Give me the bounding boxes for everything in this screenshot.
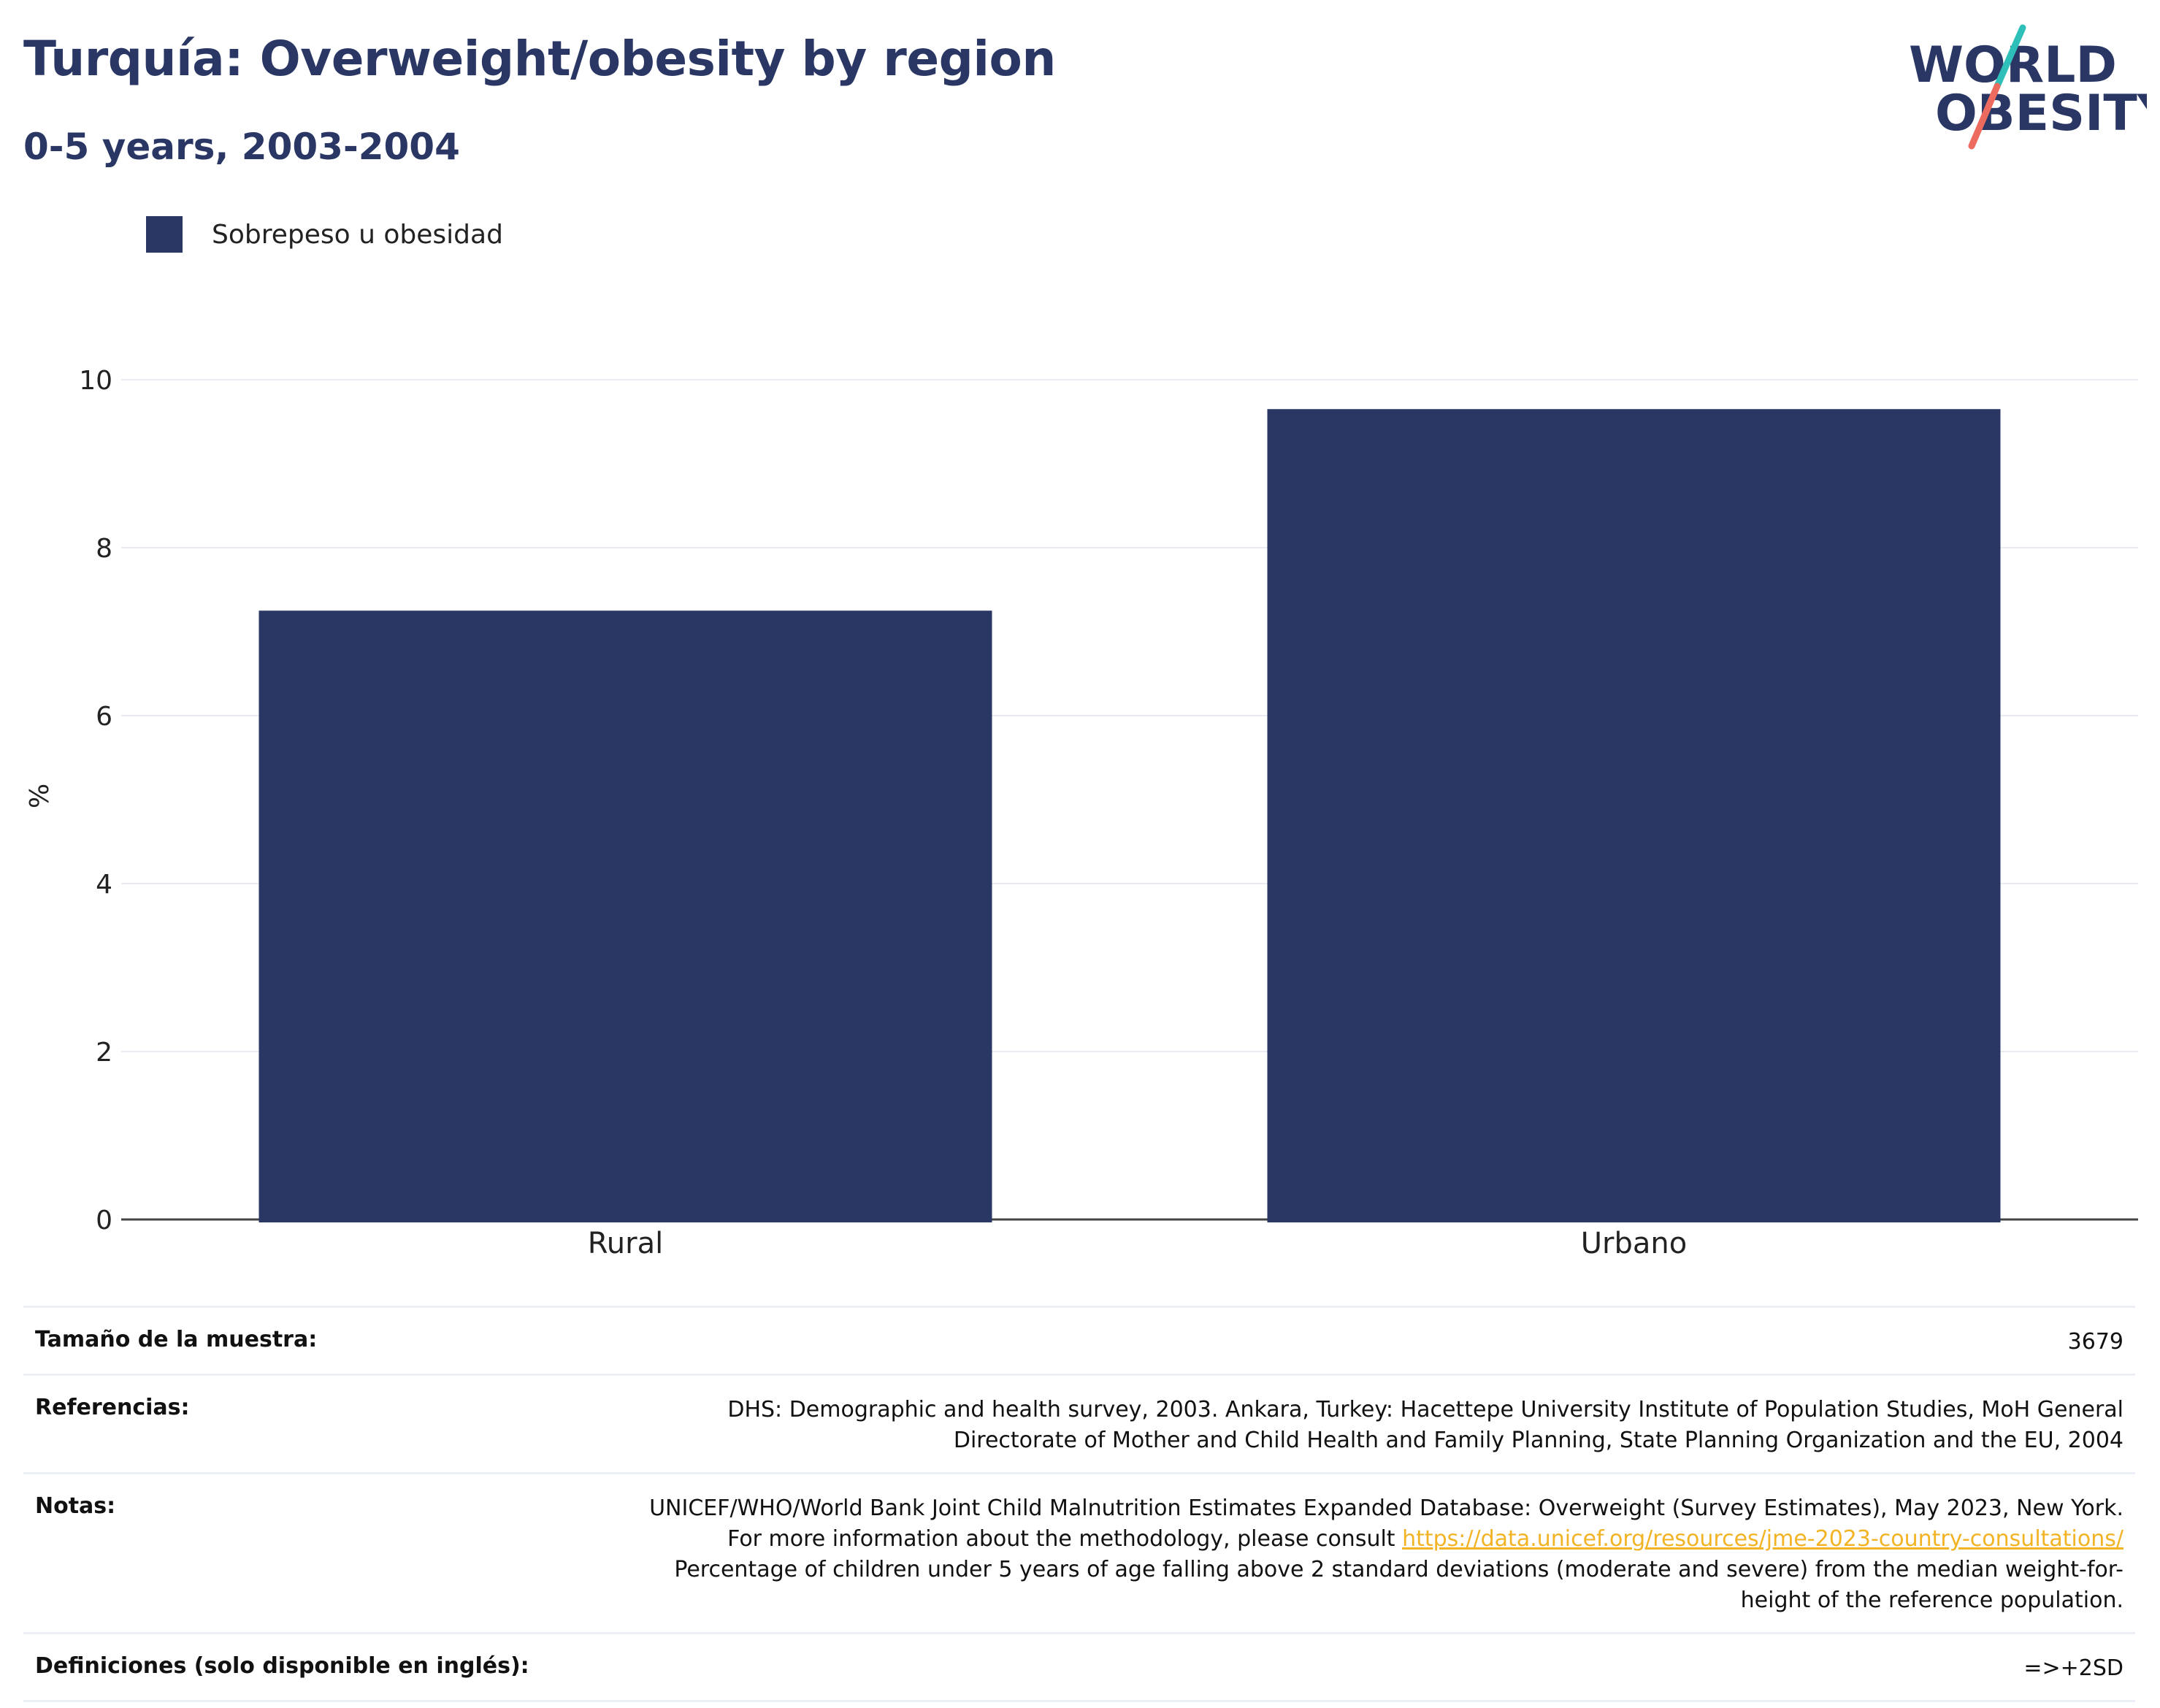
y-tick-label: 2 [96,1038,112,1068]
y-tick-label: 4 [96,870,112,900]
y-tick-label: 8 [96,534,112,564]
bar-rural[interactable] [258,610,992,1222]
x-tick-label: Urbano [1581,1227,1687,1260]
y-tick-label: 10 [79,366,112,396]
notes-text-after: Percentage of children under 5 years of … [674,1557,2123,1613]
y-tick-label: 6 [96,702,112,732]
sample-size-key: Tamaño de la muestra: [35,1327,318,1352]
logo-line-2: OBESITY [1935,85,2147,142]
bar-chart: 0 2 4 6 8 10 Rural Urbano % [25,366,2138,1260]
info-row-sample: Tamaño de la muestra: 3679 [23,1306,2135,1374]
notes-link[interactable]: https://data.unicef.org/resources/jme-20… [1402,1526,2123,1552]
legend-label: Sobrepeso u obesidad [212,219,503,250]
legend-swatch [146,216,183,253]
definitions-key: Definiciones (solo disponible en inglés)… [35,1653,529,1679]
page-title: Turquía: Overweight/obesity by region [23,31,1056,87]
chart-legend[interactable]: Sobrepeso u obesidad [146,216,503,253]
notes-key: Notas: [35,1493,116,1519]
y-axis-label: % [25,784,55,808]
references-value: DHS: Demographic and health survey, 2003… [727,1397,2123,1453]
info-row-definitions: Definiciones (solo disponible en inglés)… [23,1632,2135,1702]
definitions-value: =>+2SD [2023,1655,2123,1681]
notes-value: UNICEF/WHO/World Bank Joint Child Malnut… [619,1493,2123,1616]
info-row-references: Referencias: DHS: Demographic and health… [23,1374,2135,1472]
x-tick-label: Rural [588,1227,663,1260]
logo-slash-top [1994,24,2026,90]
info-row-notes: Notas: UNICEF/WHO/World Bank Joint Child… [23,1472,2135,1632]
bar-urbano[interactable] [1267,409,2001,1222]
sample-size-value: 3679 [2067,1329,2123,1355]
y-tick-label: 0 [96,1206,112,1236]
page-subtitle: 0-5 years, 2003-2004 [23,126,460,168]
logo-slash-bottom [1968,83,2001,150]
info-table: Tamaño de la muestra: 3679 Referencias: … [23,1306,2135,1702]
notes-text-before: UNICEF/WHO/World Bank Joint Child Malnut… [649,1496,2123,1552]
world-obesity-logo[interactable]: WORLD OBESITY [1899,22,2160,153]
references-key: Referencias: [35,1395,190,1420]
